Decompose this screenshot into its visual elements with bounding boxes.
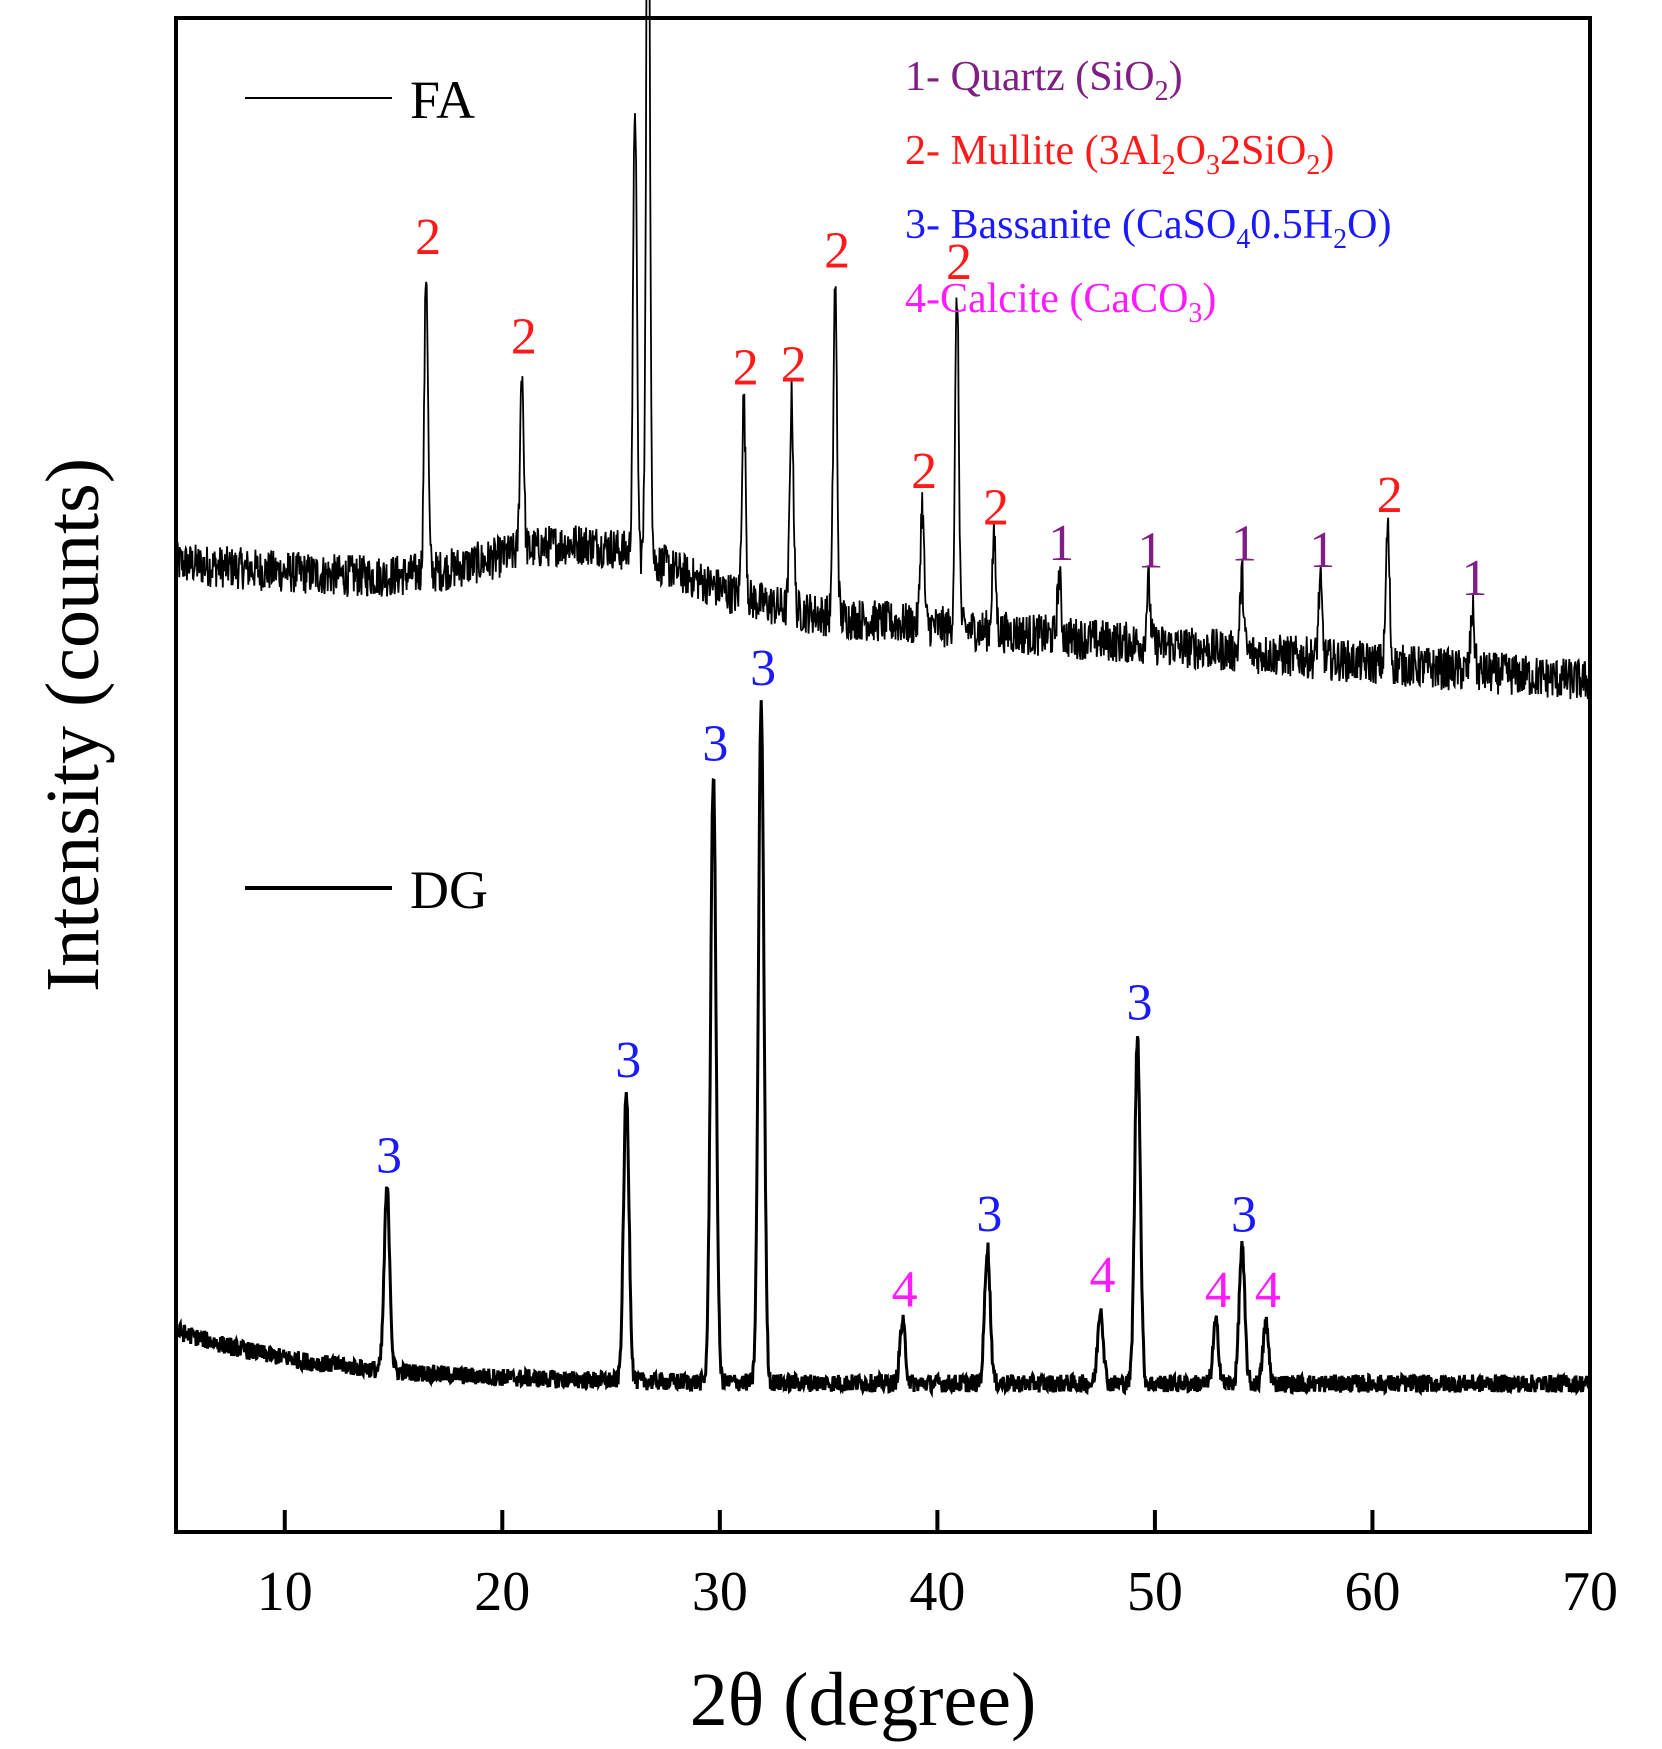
- legend-label-dg: DG: [410, 860, 488, 920]
- phase-legend-entry: 3- Bassanite (CaSO40.5H2O): [905, 202, 1391, 255]
- peak-label: 3: [976, 1186, 1002, 1243]
- peak-label: 2: [824, 222, 850, 279]
- peak-label: 2: [911, 443, 937, 500]
- peak-label: 4: [1255, 1262, 1281, 1319]
- series-legend: FA DG: [245, 70, 488, 920]
- legend-label-fa: FA: [410, 70, 475, 130]
- peak-label: 4: [1090, 1247, 1116, 1304]
- x-tick-label: 40: [909, 1561, 965, 1623]
- peak-label: 2: [946, 234, 972, 291]
- phase-legend-entry: 4-Calcite (CaCO3): [905, 276, 1216, 329]
- series-line-fa: [175, 0, 1591, 700]
- peak-label: 1: [1137, 523, 1163, 580]
- series-line-dg: [174, 700, 1592, 1399]
- x-tick-label: 70: [1562, 1561, 1618, 1623]
- traces: [174, 0, 1592, 1399]
- phase-legend: 1- Quartz (SiO2) 2- Mullite (3Al2O32SiO2)…: [905, 54, 1391, 329]
- peak-label: 4: [892, 1262, 918, 1319]
- x-tick-label: 50: [1127, 1561, 1183, 1623]
- plot-area: [174, 16, 1592, 1534]
- peak-label: 2: [781, 337, 807, 394]
- peak-label: 3: [1231, 1186, 1257, 1243]
- peak-label: 1: [1231, 515, 1257, 572]
- phase-legend-entry: 1- Quartz (SiO2): [905, 54, 1183, 107]
- peak-label: 4: [1205, 1262, 1231, 1319]
- x-axis: 10 20 30 40 50 60 70: [257, 1510, 1618, 1623]
- peak-label: 3: [750, 640, 776, 697]
- x-tick-label: 60: [1344, 1561, 1400, 1623]
- y-axis-title: Intensity (counts): [31, 458, 115, 992]
- peak-label: 2: [511, 309, 537, 366]
- x-tick-label: 30: [692, 1561, 748, 1623]
- peak-label: 3: [1127, 974, 1153, 1031]
- x-axis-title: 2θ (degree): [690, 1658, 1037, 1742]
- peak-label: 1: [1309, 522, 1335, 579]
- peak-label: 3: [615, 1032, 641, 1089]
- peak-labels: 22122222211112133334343434: [376, 209, 1488, 1319]
- peak-label: 1: [1048, 515, 1074, 572]
- peak-label: 3: [376, 1128, 402, 1185]
- phase-legend-entry: 2- Mullite (3Al2O32SiO2): [905, 128, 1334, 181]
- peak-label: 2: [983, 480, 1009, 537]
- peak-label: 1: [1462, 550, 1488, 607]
- peak-label: 2: [1377, 467, 1403, 524]
- x-tick-label: 20: [474, 1561, 530, 1623]
- x-tick-label: 10: [257, 1561, 313, 1623]
- peak-label: 2: [415, 209, 441, 266]
- peak-label: 3: [702, 715, 728, 772]
- peak-label: 2: [733, 340, 759, 397]
